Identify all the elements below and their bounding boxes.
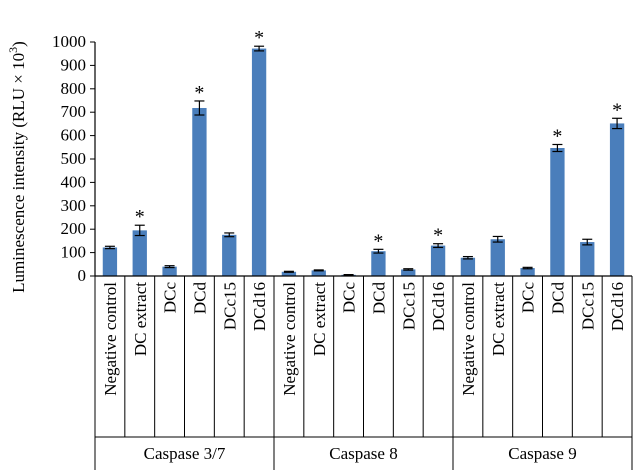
- y-tick-label: 300: [61, 196, 87, 215]
- y-axis-label-exponent: 3: [6, 47, 20, 53]
- bar: [371, 251, 386, 276]
- bar: [311, 270, 326, 276]
- category-label: Negative control: [101, 282, 120, 396]
- y-axis-label-main: Luminescence intensity (RLU × 10: [9, 53, 28, 293]
- bar: [609, 123, 625, 276]
- bar: [102, 247, 118, 276]
- group-label: Caspase 3/7: [144, 444, 226, 463]
- category-label: DCd16: [250, 282, 269, 331]
- category-label: DC extract: [489, 282, 508, 356]
- y-axis-title: Luminescence intensity (RLU × 103): [6, 41, 28, 293]
- y-tick-label: 500: [61, 149, 87, 168]
- category-label: DC extract: [131, 282, 150, 356]
- significance-marker: *: [254, 27, 264, 49]
- y-tick-label: 100: [61, 243, 87, 262]
- category-label: DCd: [548, 282, 567, 315]
- category-table: Negative control DC extract DCc DCd DCc15 DCd…: [94, 276, 633, 470]
- category-label: DCc15: [220, 282, 239, 330]
- bar: [520, 268, 535, 276]
- category-label: Negative control: [280, 282, 299, 396]
- significance-marker: *: [135, 206, 145, 228]
- bar: [192, 107, 207, 276]
- y-axis-label: Luminescence intensity (RLU × 103): [6, 41, 28, 293]
- bar: [401, 269, 416, 276]
- bar: [490, 239, 505, 276]
- significance-marker: *: [433, 225, 443, 247]
- bars: * * * * * * *: [102, 27, 625, 276]
- bar: [132, 230, 147, 276]
- y-tick-label: 200: [61, 219, 87, 238]
- y-tick-label: 400: [61, 172, 87, 191]
- group-label: Caspase 9: [508, 444, 576, 463]
- significance-marker: *: [552, 125, 562, 147]
- bar: [162, 266, 177, 276]
- y-tick-label: 800: [61, 79, 87, 98]
- y-tick-label: 700: [61, 102, 87, 121]
- category-label: DCd16: [608, 282, 627, 331]
- bar: [430, 245, 446, 276]
- category-label: DCc: [161, 282, 180, 314]
- significance-marker: *: [373, 230, 383, 252]
- y-axis-ticks: 0 100 200 300 400 500 600 700 800 900 1000: [52, 32, 95, 285]
- category-label: DCc15: [399, 282, 418, 330]
- category-label: DCc: [340, 282, 359, 314]
- category-label: DCc: [519, 282, 538, 314]
- significance-marker: *: [194, 82, 204, 104]
- category-label: DC extract: [310, 282, 329, 356]
- bar: [460, 257, 476, 276]
- category-label: DCc15: [578, 282, 597, 330]
- significance-marker: *: [612, 99, 622, 121]
- y-tick-label: 600: [61, 126, 87, 145]
- category-label: DCd: [190, 282, 209, 315]
- bar: [580, 242, 595, 276]
- y-axis-label-close: ): [9, 41, 28, 47]
- category-label: DCd16: [429, 282, 448, 331]
- category-label: Negative control: [459, 282, 478, 396]
- bar: [222, 234, 237, 276]
- group-label: Caspase 8: [329, 444, 397, 463]
- bar: [550, 148, 565, 276]
- bar: [281, 271, 297, 276]
- category-label: DCd: [369, 282, 388, 315]
- y-tick-label: 1000: [52, 32, 86, 51]
- bar: [251, 48, 267, 276]
- y-tick-label: 0: [78, 266, 87, 285]
- y-tick-label: 900: [61, 55, 87, 74]
